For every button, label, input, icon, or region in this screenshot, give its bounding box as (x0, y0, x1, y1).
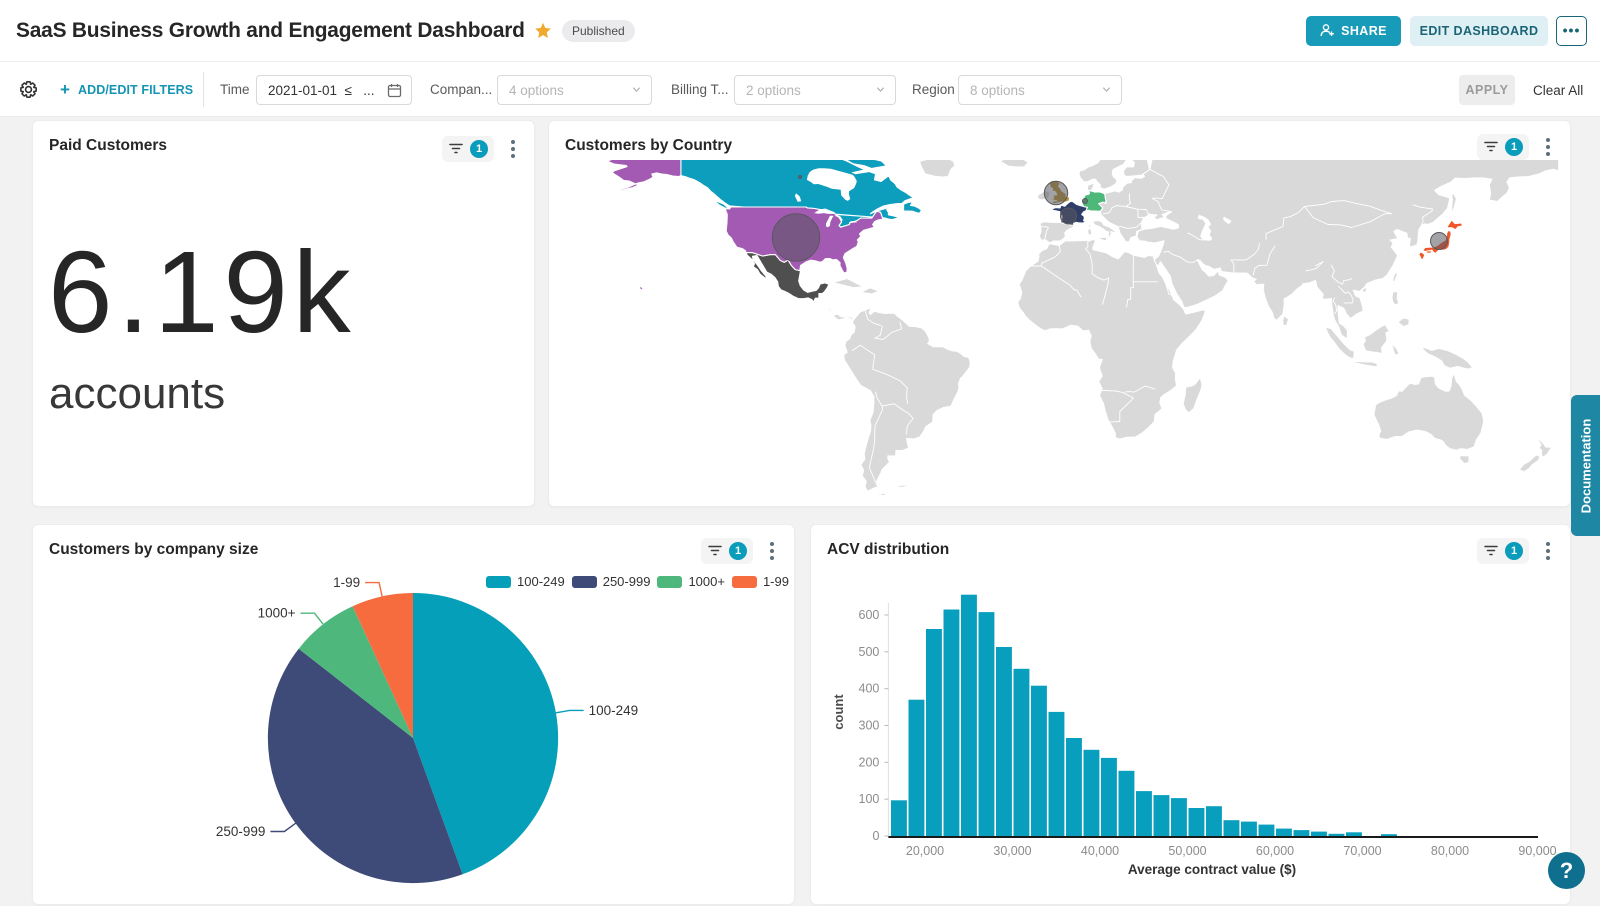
svg-text:90,000: 90,000 (1518, 844, 1556, 858)
svg-text:1-99: 1-99 (333, 575, 360, 590)
svg-text:250-999: 250-999 (216, 824, 266, 839)
svg-text:300: 300 (859, 719, 880, 733)
svg-text:400: 400 (859, 682, 880, 696)
svg-text:100: 100 (859, 792, 880, 806)
svg-text:20,000: 20,000 (906, 844, 944, 858)
svg-text:30,000: 30,000 (993, 844, 1031, 858)
svg-text:70,000: 70,000 (1343, 844, 1381, 858)
svg-text:100-249: 100-249 (589, 703, 639, 718)
svg-text:40,000: 40,000 (1081, 844, 1119, 858)
svg-text:1000+: 1000+ (258, 606, 296, 621)
svg-text:60,000: 60,000 (1256, 844, 1294, 858)
svg-text:200: 200 (859, 755, 880, 769)
svg-text:500: 500 (859, 645, 880, 659)
svg-text:600: 600 (859, 608, 880, 622)
svg-text:50,000: 50,000 (1168, 844, 1206, 858)
svg-text:80,000: 80,000 (1431, 844, 1469, 858)
svg-text:Average contract value ($): Average contract value ($) (1128, 862, 1296, 877)
svg-text:count: count (831, 694, 846, 730)
svg-text:0: 0 (872, 829, 879, 843)
